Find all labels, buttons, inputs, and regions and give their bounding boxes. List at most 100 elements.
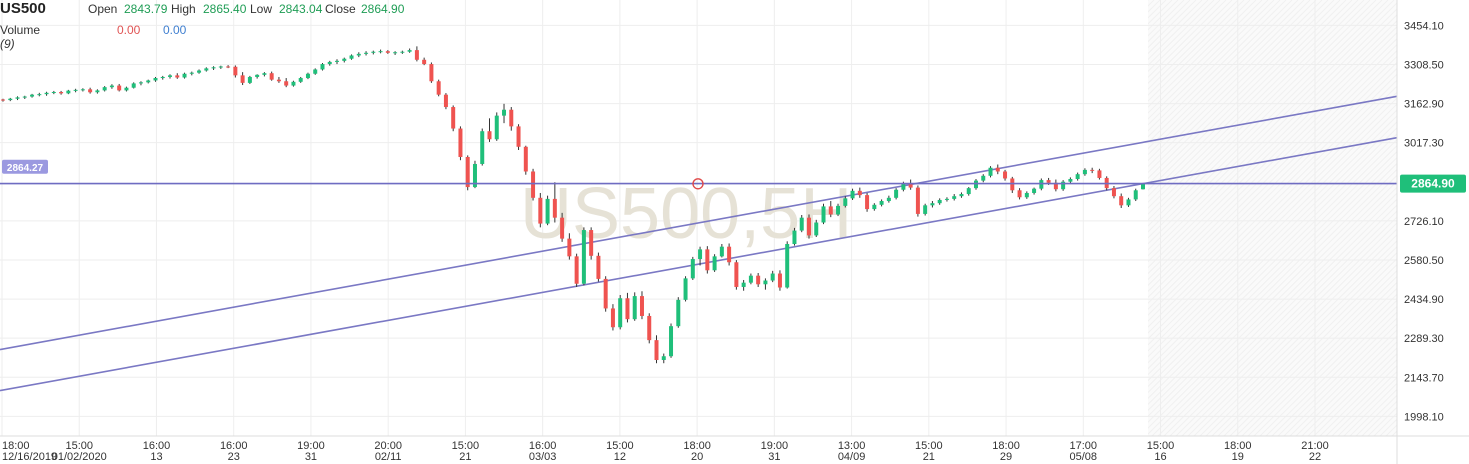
close-value: 2864.90: [361, 2, 405, 16]
x-tick-date: 12: [614, 451, 626, 463]
candle-body: [240, 75, 245, 83]
candle-body: [30, 94, 35, 97]
future-hatch-line: [1259, 299, 1397, 436]
candle-body: [908, 183, 913, 188]
candle-body: [923, 205, 928, 214]
trend-line[interactable]: [0, 136, 1398, 392]
candle-body: [552, 198, 557, 218]
high-value: 2865.40: [203, 2, 247, 16]
trend-lines[interactable]: [0, 95, 1398, 392]
candle-body: [15, 97, 20, 99]
candle-body: [146, 80, 151, 83]
future-hatch-line: [1289, 329, 1397, 436]
future-hatch-line: [1148, 139, 1397, 388]
cursor-circle[interactable]: [692, 178, 704, 190]
candle-body: [879, 201, 884, 205]
future-hatch-line: [1148, 49, 1397, 298]
candle-body: [175, 75, 180, 78]
candle-body: [995, 167, 1000, 172]
candle-body: [1061, 181, 1066, 190]
future-hatch-line: [1148, 14, 1397, 263]
candle-body: [581, 230, 586, 284]
future-hatch-line: [1148, 2, 1397, 251]
candle-body: [821, 206, 826, 223]
future-hatch-line: [1148, 0, 1311, 162]
y-tick-label: 3017.30: [1404, 138, 1444, 150]
candle-body: [451, 107, 456, 129]
future-hatch-line: [1307, 347, 1397, 436]
candle-body: [1090, 169, 1095, 171]
x-tick-time: 15:00: [65, 440, 93, 452]
volume-label-text: Volume: [0, 23, 41, 37]
candle-body: [443, 94, 448, 108]
candle-body: [305, 73, 310, 79]
candle-body: [472, 163, 477, 188]
y-axis: 3454.10 3308.50 3162.90 3017.30 2726.10 2580.…: [1396, 0, 1444, 464]
future-hatch-line: [1148, 0, 1395, 245]
future-hatch-line: [1148, 0, 1251, 102]
candle-body: [988, 167, 993, 176]
candle-body: [102, 87, 107, 91]
future-hatch-line: [1148, 0, 1347, 197]
candle-body: [836, 205, 841, 215]
future-hatch-line: [1301, 341, 1397, 436]
candle-body: [385, 51, 390, 53]
candle-body: [226, 66, 231, 68]
candle-body: [1126, 199, 1131, 206]
candle-body: [291, 81, 296, 86]
candle-body: [712, 256, 717, 271]
candle-body: [828, 206, 833, 215]
x-tick-time: 18:00: [683, 440, 711, 452]
x-tick-time: 20:00: [374, 440, 402, 452]
candle-body: [1082, 169, 1087, 175]
x-tick-date: 19: [1232, 451, 1244, 463]
future-hatch-line: [1295, 335, 1397, 436]
future-hatch-line: [1148, 91, 1397, 340]
candle-body: [683, 278, 688, 300]
open-label: Open: [88, 2, 118, 16]
y-tick-label: 3162.90: [1404, 99, 1444, 111]
volume-period: (9): [0, 37, 15, 51]
candle-body: [727, 246, 732, 263]
chart-watermark: US500,5H: [520, 174, 852, 254]
future-hatch-line: [1175, 216, 1397, 436]
current-price-tag-label: 2864.90: [1411, 177, 1455, 191]
x-tick-time: 19:00: [761, 440, 789, 452]
candle-body: [806, 217, 811, 236]
future-hatch-line: [1148, 0, 1263, 114]
candle-body: [458, 128, 463, 157]
volume-value-b: 0.00: [163, 23, 187, 37]
future-hatch-line: [1148, 26, 1397, 275]
future-hatch-line: [1148, 0, 1383, 233]
future-hatch-line: [1148, 0, 1371, 221]
grid: [0, 0, 1397, 436]
future-hatch-line: [1211, 251, 1397, 436]
candle-body: [262, 73, 267, 75]
future-hatch-line: [1157, 198, 1397, 436]
future-hatch-line: [1319, 358, 1397, 436]
future-hatch-line: [1148, 168, 1397, 417]
candles: [1, 46, 1145, 364]
candle-body: [327, 61, 332, 65]
x-tick-time: 16:00: [529, 440, 557, 452]
candle-body: [770, 273, 775, 281]
candle-body: [153, 78, 158, 81]
symbol-name[interactable]: US500: [0, 0, 46, 17]
future-hatch-line: [1148, 0, 1239, 90]
candle-body: [124, 87, 129, 91]
future-hatch-line: [1148, 109, 1397, 358]
candle-body: [436, 81, 441, 95]
future-hatch-line: [1148, 186, 1397, 435]
x-tick-date: 05/08: [1070, 451, 1098, 463]
trend-line[interactable]: [0, 95, 1398, 351]
future-hatch-line: [1148, 20, 1397, 269]
candle-body: [37, 94, 42, 96]
candle-body: [523, 146, 528, 172]
candle-body: [734, 262, 739, 287]
future-hatch-line: [1277, 317, 1397, 436]
future-hatch-line: [1253, 293, 1397, 436]
candle-body: [480, 131, 485, 164]
candle-body: [429, 64, 434, 82]
candle-body: [944, 198, 949, 200]
